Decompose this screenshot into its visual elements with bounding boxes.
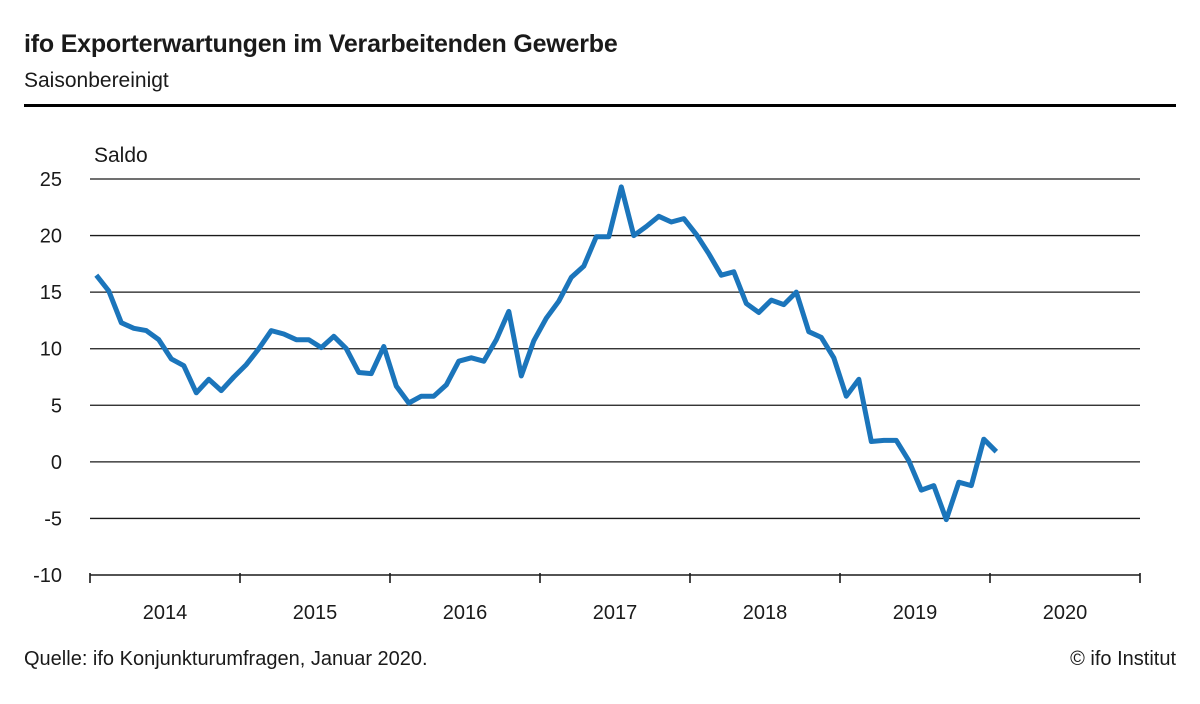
y-tick-label: 10	[40, 339, 62, 361]
x-tick-label: 2014	[143, 602, 188, 624]
y-axis-label: Saldo	[94, 144, 148, 167]
x-tick-label: 2020	[1043, 602, 1088, 624]
y-tick-label: -10	[33, 565, 62, 587]
x-axis-labels: 2014 2015 2016 2017 2018 2019 2020	[143, 602, 1088, 624]
y-tick-label: -5	[44, 508, 62, 530]
series-layer	[94, 184, 999, 523]
y-tick-label: 0	[51, 452, 62, 474]
y-tick-label: 15	[40, 282, 62, 304]
x-axis	[89, 573, 1141, 583]
x-tick-label: 2017	[593, 602, 638, 624]
y-axis: 25 20 15 10 5 0 -5 -10	[33, 169, 62, 587]
y-tick-label: 25	[40, 169, 62, 191]
chart-subtitle: Saisonbereinigt	[24, 69, 169, 92]
y-tick-label: 20	[40, 226, 62, 248]
x-tick-label: 2015	[293, 602, 338, 624]
source-note: Quelle: ifo Konjunkturumfragen, Januar 2…	[24, 648, 428, 670]
chart-title: ifo Exporterwartungen im Verarbeitenden …	[24, 30, 618, 58]
x-tick-label: 2016	[443, 602, 488, 624]
x-tick-label: 2019	[893, 602, 938, 624]
title-divider	[24, 104, 1176, 107]
y-tick-label: 5	[51, 395, 62, 417]
copyright-note: © ifo Institut	[1070, 648, 1176, 670]
x-tick-label: 2018	[743, 602, 788, 624]
gridlines	[90, 178, 1140, 520]
series-line-0	[94, 184, 999, 523]
